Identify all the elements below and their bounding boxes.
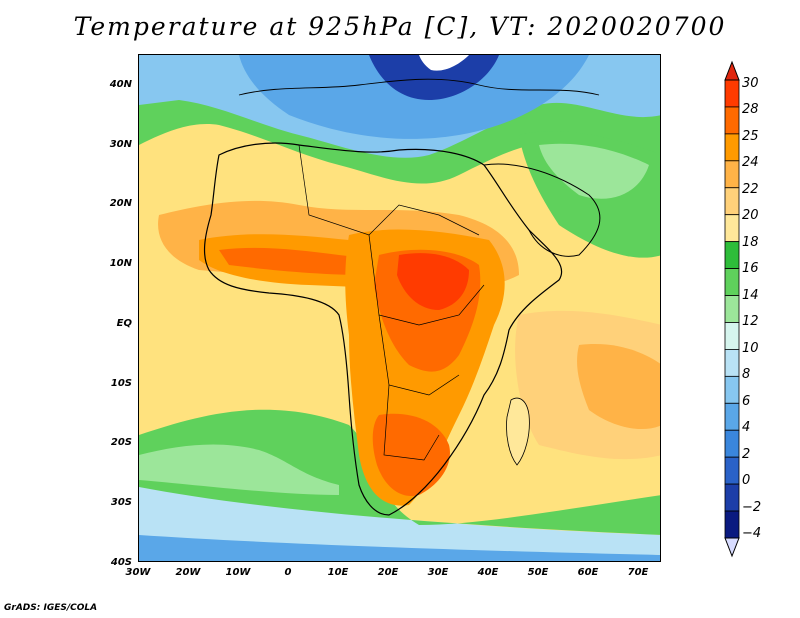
lon-label-10e: 10E (327, 567, 349, 578)
colorbar-box (724, 402, 740, 431)
colorbar-label-16: 16 (742, 261, 759, 276)
colorbar-box (724, 79, 740, 108)
lat-label-40n: 40N (109, 79, 132, 90)
colorbar-label-2: 2 (742, 447, 751, 462)
colorbar-box (724, 214, 740, 243)
africa-coastline (203, 142, 563, 516)
chart-title: Temperature at 925hPa [C], VT: 202002070… (73, 12, 727, 41)
south-pale-green (139, 444, 339, 495)
colorbar-label-25: 25 (742, 129, 759, 144)
colorbar-box (724, 456, 740, 485)
country-borders-north (298, 144, 480, 236)
colorbar-box (724, 133, 740, 162)
lon-label-0: 0 (284, 567, 292, 578)
lat-label-40s: 40S (110, 557, 132, 568)
lon-label-10w: 10W (225, 567, 251, 578)
colorbar-box (724, 160, 740, 189)
colorbar-box (724, 510, 740, 539)
south-green-band (139, 409, 660, 535)
colorbar-box (724, 429, 740, 458)
colorbar-bottom-arrow (724, 537, 740, 558)
colorbar-label-0: 0 (742, 473, 751, 488)
madagascar (506, 397, 530, 466)
colorbar-box (724, 483, 740, 512)
country-borders-south (378, 314, 460, 396)
colorbar-label-30: 30 (742, 76, 759, 91)
lat-label-10n: 10N (109, 258, 132, 269)
colorbar-top-arrow (724, 60, 740, 81)
lon-label-50e: 50E (527, 567, 549, 578)
south-cool-band (139, 485, 660, 555)
colorbar-box (724, 322, 740, 350)
colorbar-label-12: 12 (742, 314, 759, 329)
colorbar-box (724, 187, 740, 216)
lat-label-20n: 20N (109, 198, 132, 209)
southern-africa-hot (372, 413, 450, 496)
colorbar-label-20: 20 (742, 208, 759, 223)
colorbar-label-6: 6 (742, 394, 751, 409)
colorbar-label-10: 10 (742, 341, 759, 356)
software-credit: GrADS: IGES/COLA (4, 603, 98, 613)
lat-label-30n: 30N (109, 139, 132, 150)
colorbar-box (724, 349, 740, 377)
colorbar-box (724, 241, 740, 269)
colorbar-box (724, 268, 740, 296)
lon-label-70e: 70E (627, 567, 649, 578)
lat-label-10s: 10S (110, 378, 132, 389)
lon-label-20w: 20W (175, 567, 201, 578)
lon-label-40e: 40E (477, 567, 499, 578)
colorbar-label-22: 22 (742, 182, 759, 197)
arabia-coastline (483, 163, 601, 257)
lat-label-eq: EQ (116, 318, 132, 329)
central-africa-hottest (397, 253, 469, 310)
arabia-pale (539, 143, 649, 199)
lat-label-20s: 20S (110, 437, 132, 448)
map-canvas (139, 55, 660, 561)
indian-ocean-warmer (577, 344, 660, 430)
colorbar-box (724, 375, 740, 404)
lon-label-60e: 60E (577, 567, 599, 578)
coldest-patch (419, 55, 469, 71)
colorbar (724, 60, 740, 558)
lon-label-20e: 20E (377, 567, 399, 578)
lon-label-30e: 30E (427, 567, 449, 578)
country-borders-central (368, 234, 485, 326)
colorbar-label-14: 14 (742, 288, 759, 303)
colorbar-label-minus2: −2 (742, 500, 762, 515)
lat-label-30s: 30S (110, 497, 132, 508)
colorbar-label-minus4: −4 (742, 526, 762, 541)
lon-label-30w: 30W (125, 567, 151, 578)
europe-coastline (238, 78, 600, 96)
colorbar-label-8: 8 (742, 367, 751, 382)
colorbar-label-4: 4 (742, 420, 751, 435)
europe-very-cold (369, 55, 499, 100)
colorbar-boxes (724, 79, 740, 539)
colorbar-label-18: 18 (742, 235, 759, 250)
temperature-map (138, 54, 661, 562)
colorbar-box (724, 295, 740, 323)
colorbar-label-28: 28 (742, 102, 759, 117)
colorbar-label-24: 24 (742, 155, 759, 170)
colorbar-box (724, 106, 740, 135)
country-borders-far-south (383, 384, 440, 461)
